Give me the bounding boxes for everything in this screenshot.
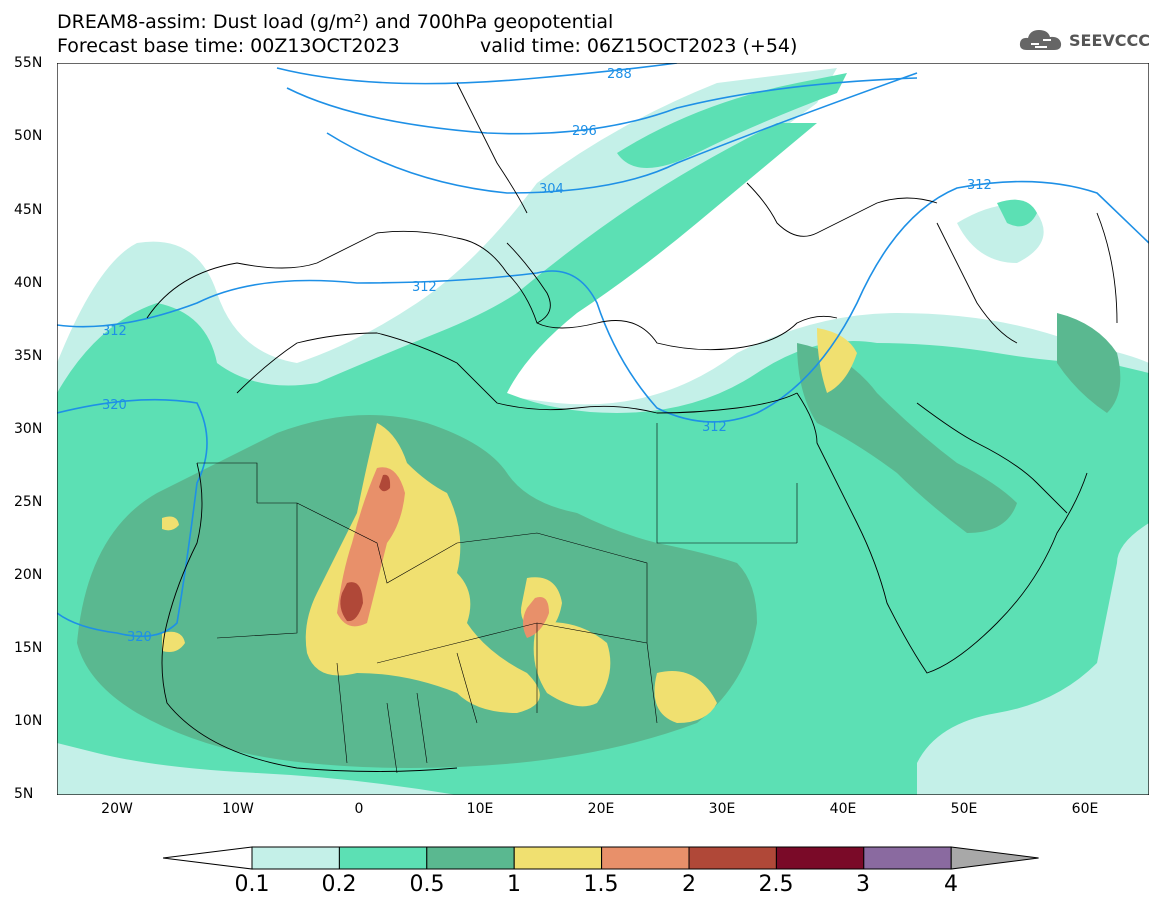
lat-label-55n: 55N — [14, 55, 43, 71]
lon-label-20w: 20W — [101, 801, 133, 817]
colorbar-box-3 — [513, 846, 603, 870]
colorbar — [163, 846, 1039, 870]
contour-296 — [286, 77, 918, 135]
valid-time: valid time: 06Z15OCT2023 (+54) — [480, 35, 798, 57]
colorbar-tick-5: 2 — [682, 872, 696, 897]
contour-label-312-a: 312 — [967, 178, 992, 193]
contour-label-312-c: 312 — [102, 324, 127, 339]
coastlines — [146, 82, 1118, 772]
lat-label-30n: 30N — [14, 421, 43, 437]
borders — [197, 423, 798, 774]
dust-layer-2 — [340, 474, 391, 622]
contour-304 — [326, 72, 918, 194]
contour-288 — [276, 63, 678, 85]
lon-label-30e: 30E — [708, 801, 736, 817]
contour-312-main — [57, 180, 1149, 423]
colorbar-box-1 — [338, 846, 428, 870]
seevccc-logo: SEEVCCC — [1017, 26, 1150, 54]
colorbar-tick-4: 1.5 — [583, 872, 619, 897]
colorbar-tick-0: 0.1 — [234, 872, 270, 897]
lon-label-60e: 60E — [1071, 801, 1099, 817]
lat-label-50n: 50N — [14, 128, 43, 144]
contour-label-296: 296 — [572, 124, 597, 139]
colorbar-tick-1: 0.2 — [321, 872, 357, 897]
contour-label-312-d: 312 — [702, 420, 727, 435]
lon-label-20e: 20E — [587, 801, 615, 817]
logo-text: SEEVCCC — [1069, 30, 1150, 50]
contour-label-320-b: 320 — [127, 630, 152, 645]
contour-label-320-a: 320 — [102, 398, 127, 413]
map-title: DREAM8-assim: Dust load (g/m²) and 700hP… — [57, 11, 614, 33]
lat-label-20n: 20N — [14, 567, 43, 583]
contour-label-312-b: 312 — [412, 280, 437, 295]
colorbar-box-2 — [426, 846, 515, 870]
colorbar-box-6 — [775, 846, 865, 870]
dust-map: 288 296 304 312 312 312 312 320 320 — [57, 63, 1149, 795]
lat-label-40n: 40N — [14, 275, 43, 291]
colorbar-box-8 — [950, 846, 1039, 870]
cloud-icon — [1019, 30, 1062, 50]
lat-label-5n: 5N — [14, 786, 34, 802]
colorbar-box-4 — [601, 846, 690, 870]
base-time: Forecast base time: 00Z13OCT2023 — [57, 35, 400, 57]
lat-label-15n: 15N — [14, 640, 43, 656]
colorbar-tick-3: 1 — [507, 872, 521, 897]
colorbar-under-triangle — [163, 846, 253, 870]
colorbar-box-7 — [863, 846, 952, 870]
colorbar-box-5 — [688, 846, 777, 870]
colorbar-tick-8: 4 — [944, 872, 958, 897]
lon-label-40e: 40E — [829, 801, 857, 817]
colorbar-box-0 — [251, 846, 340, 870]
lon-label-0: 0 — [354, 801, 364, 817]
lat-label-10n: 10N — [14, 713, 43, 729]
lat-label-25n: 25N — [14, 494, 43, 510]
contour-320 — [57, 398, 208, 638]
contour-label-304: 304 — [539, 182, 564, 197]
lat-label-35n: 35N — [14, 348, 43, 364]
contour-label-288: 288 — [607, 67, 632, 82]
lon-label-10e: 10E — [466, 801, 494, 817]
colorbar-tick-2: 0.5 — [409, 872, 445, 897]
colorbar-tick-6: 2.5 — [758, 872, 794, 897]
lon-label-50e: 50E — [950, 801, 978, 817]
geopotential-contours — [57, 63, 1149, 638]
lon-label-10w: 10W — [222, 801, 254, 817]
lat-label-45n: 45N — [14, 202, 43, 218]
colorbar-tick-7: 3 — [856, 872, 870, 897]
contour-labels: 288 296 304 312 312 312 312 320 320 — [102, 67, 992, 645]
